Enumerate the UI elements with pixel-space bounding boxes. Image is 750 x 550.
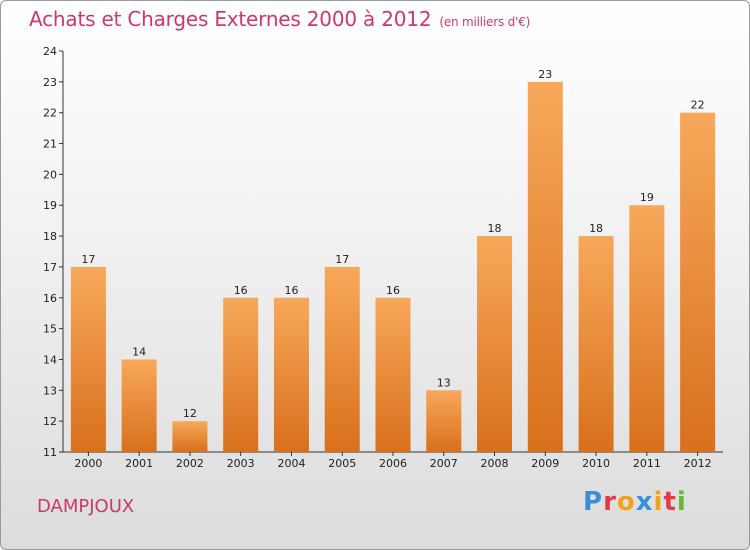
x-tick-label: 2012: [684, 457, 712, 470]
bar-value-label: 13: [437, 376, 451, 389]
x-tick-label: 2002: [176, 457, 204, 470]
y-tick-label: 19: [43, 199, 57, 212]
chart-title-text: Achats et Charges Externes 2000 à 2012: [29, 7, 432, 31]
y-tick-label: 23: [43, 76, 57, 89]
y-tick-label: 15: [43, 323, 57, 336]
chart-unit-label: (en milliers d'€): [439, 15, 531, 29]
logo-letter: o: [616, 487, 636, 517]
y-tick-label: 16: [43, 292, 57, 305]
proxiti-logo: Proxiti: [583, 487, 687, 517]
y-tick-label: 12: [43, 415, 57, 428]
x-tick-label: 2005: [328, 457, 356, 470]
x-tick-label: 2006: [379, 457, 407, 470]
logo-letter: i: [676, 487, 687, 517]
x-tick-label: 2009: [531, 457, 559, 470]
bar-value-label: 14: [132, 345, 146, 358]
bar: [527, 81, 563, 452]
x-tick-label: 2007: [430, 457, 458, 470]
x-tick-label: 2003: [227, 457, 255, 470]
bar: [273, 297, 309, 452]
x-tick-label: 2008: [481, 457, 509, 470]
y-tick-label: 17: [43, 261, 57, 274]
bar: [70, 266, 106, 452]
bar: [375, 297, 411, 452]
x-tick-label: 2004: [277, 457, 305, 470]
bar: [172, 421, 208, 452]
x-tick-label: 2010: [582, 457, 610, 470]
bar-value-label: 12: [183, 407, 197, 420]
y-tick-label: 21: [43, 138, 57, 151]
y-tick-label: 24: [43, 45, 57, 58]
y-tick-label: 13: [43, 384, 57, 397]
bar: [477, 236, 513, 452]
bar-value-label: 18: [488, 222, 502, 235]
bar: [324, 266, 360, 452]
logo-letter: t: [663, 487, 677, 517]
bar: [121, 359, 157, 452]
chart-title: Achats et Charges Externes 2000 à 2012 (e…: [29, 7, 530, 31]
chart-bars: [70, 81, 716, 452]
x-tick-label: 2001: [125, 457, 153, 470]
logo-letter: P: [583, 487, 604, 517]
bar-value-label: 22: [691, 99, 705, 112]
chart-labels: 2000 17 2001 14 2002 12 2003 16 2004 16 2005 17 2006…: [74, 68, 711, 470]
bar: [223, 297, 259, 452]
bar: [629, 205, 665, 452]
bar: [426, 390, 462, 452]
bar-value-label: 16: [386, 284, 400, 297]
y-tick-label: 11: [43, 446, 57, 459]
bar-value-label: 16: [234, 284, 248, 297]
bar: [578, 236, 614, 452]
y-tick-label: 14: [43, 353, 57, 366]
bar-value-label: 17: [335, 253, 349, 266]
bar-value-label: 16: [284, 284, 298, 297]
chart-axes: 11 12 13 14 15 16 17 18 19 20 21 22 23 24: [43, 45, 723, 459]
x-tick-label: 2000: [74, 457, 102, 470]
y-tick-label: 22: [43, 107, 57, 120]
bar: [680, 112, 716, 452]
bar-value-label: 23: [538, 68, 552, 81]
y-tick-label: 18: [43, 230, 57, 243]
bar-value-label: 19: [640, 191, 654, 204]
logo-letter: r: [603, 487, 617, 517]
y-tick-label: 20: [43, 168, 57, 181]
logo-letter: i: [653, 487, 664, 517]
bar-value-label: 17: [81, 253, 95, 266]
commune-name: DAMPJOUX: [37, 496, 135, 517]
logo-letter: x: [635, 487, 654, 517]
bar-value-label: 18: [589, 222, 603, 235]
x-tick-label: 2011: [633, 457, 661, 470]
